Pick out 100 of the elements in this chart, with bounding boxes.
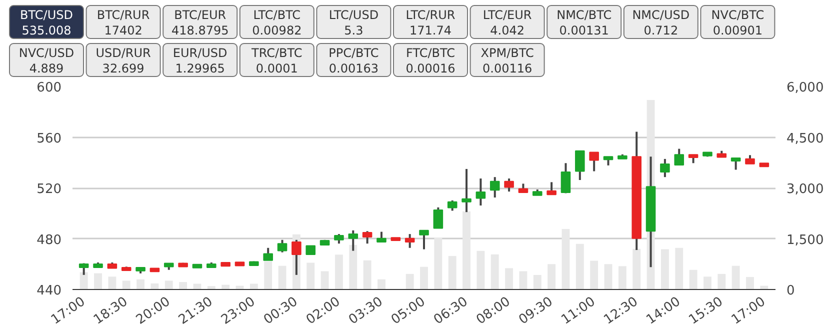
bar bbox=[278, 266, 286, 290]
candlestick bbox=[419, 229, 429, 250]
text: NVC/BTC bbox=[711, 8, 764, 22]
bar bbox=[704, 276, 712, 290]
bar bbox=[675, 248, 684, 290]
bar bbox=[363, 260, 372, 290]
y2-tick-label: 6,000 bbox=[786, 80, 824, 96]
bar bbox=[193, 284, 202, 290]
candlestick bbox=[674, 148, 684, 166]
text: BTC/RUR bbox=[96, 8, 150, 22]
candlestick bbox=[362, 230, 372, 245]
text: XPM/BTC bbox=[480, 46, 534, 60]
candlestick bbox=[433, 206, 444, 230]
candlestick bbox=[334, 233, 344, 245]
text: 4.889 bbox=[29, 62, 64, 76]
bar bbox=[476, 250, 485, 290]
bar bbox=[420, 266, 428, 290]
bar bbox=[490, 254, 499, 290]
bar bbox=[548, 264, 556, 290]
bar bbox=[108, 276, 116, 290]
text: FTC/BTC bbox=[406, 46, 455, 60]
bar bbox=[562, 228, 570, 290]
y2-tick-label: 3,000 bbox=[786, 182, 824, 197]
candlestick bbox=[504, 177, 514, 193]
y2-tick-label: 0 bbox=[786, 284, 795, 298]
y2-tick-label: 4,500 bbox=[786, 131, 824, 146]
text: LTC/EUR bbox=[482, 8, 532, 22]
text: BTC/USD bbox=[20, 8, 73, 22]
candlestick bbox=[575, 150, 585, 182]
bar bbox=[576, 244, 584, 290]
bar bbox=[604, 264, 612, 290]
candlestick bbox=[660, 158, 670, 178]
y-tick-label: 560 bbox=[36, 131, 62, 146]
bar bbox=[618, 266, 626, 290]
text: 171.74 bbox=[410, 24, 452, 38]
bar bbox=[164, 280, 173, 290]
candlestick bbox=[730, 157, 741, 171]
bar bbox=[136, 279, 144, 290]
bar bbox=[732, 266, 740, 290]
text: 418.8795 bbox=[171, 24, 229, 38]
y-tick-label: 440 bbox=[36, 284, 62, 298]
text: 0.00163 bbox=[328, 62, 379, 76]
text: USD/RUR bbox=[96, 46, 151, 60]
text: 5.3 bbox=[344, 24, 364, 38]
bar bbox=[660, 249, 669, 290]
text: 0.00131 bbox=[559, 24, 609, 38]
text: 17402 bbox=[104, 24, 142, 38]
bar bbox=[434, 238, 442, 290]
text: 4.042 bbox=[490, 24, 524, 38]
text: NMC/BTC bbox=[556, 8, 612, 22]
candlestick bbox=[277, 238, 288, 254]
text: LTC/BTC bbox=[253, 8, 301, 22]
bar bbox=[334, 254, 343, 290]
text: 535.008 bbox=[22, 24, 72, 38]
candlestick bbox=[263, 246, 273, 262]
text: BTC/EUR bbox=[174, 8, 226, 22]
text: 0.0001 bbox=[256, 62, 298, 76]
candlestick bbox=[490, 176, 500, 199]
bar bbox=[207, 286, 216, 290]
bar bbox=[250, 284, 258, 290]
bar bbox=[349, 244, 358, 290]
y-tick-label: 600 bbox=[36, 80, 62, 96]
bar bbox=[406, 274, 414, 290]
text: PPC/BTC bbox=[328, 46, 379, 60]
bar bbox=[746, 276, 754, 290]
bar bbox=[150, 283, 159, 290]
bar bbox=[122, 280, 130, 290]
text: 0.00982 bbox=[252, 24, 302, 38]
text: 32.699 bbox=[102, 62, 144, 76]
text: 0.00901 bbox=[712, 24, 763, 38]
text: 0.00116 bbox=[482, 62, 532, 76]
bar bbox=[462, 211, 470, 290]
bar bbox=[179, 282, 188, 290]
candlestick bbox=[376, 230, 386, 244]
y-tick-label: 480 bbox=[36, 232, 62, 248]
text: 0.712 bbox=[644, 24, 678, 38]
bar bbox=[632, 248, 641, 290]
bar bbox=[689, 270, 698, 290]
bar bbox=[448, 256, 456, 290]
text: 1.29965 bbox=[175, 62, 225, 76]
candlestick bbox=[560, 162, 571, 194]
text: TRC/BTC bbox=[250, 46, 302, 60]
y-tick-label: 520 bbox=[36, 182, 62, 197]
bar bbox=[378, 279, 386, 290]
bar bbox=[505, 268, 514, 290]
text: LTC/RUR bbox=[406, 8, 456, 22]
bar bbox=[94, 273, 102, 290]
bar bbox=[80, 272, 88, 290]
bar bbox=[533, 274, 542, 290]
bar bbox=[590, 260, 598, 290]
candlestick bbox=[589, 151, 599, 172]
text: LTC/USD bbox=[328, 8, 379, 22]
bar bbox=[306, 262, 315, 290]
candlestick bbox=[546, 181, 556, 196]
bar bbox=[519, 271, 528, 290]
candlestick bbox=[447, 199, 458, 212]
bar bbox=[320, 271, 329, 290]
text: NVC/USD bbox=[18, 46, 74, 60]
candlestick bbox=[476, 177, 486, 207]
candlestick bbox=[404, 233, 415, 249]
